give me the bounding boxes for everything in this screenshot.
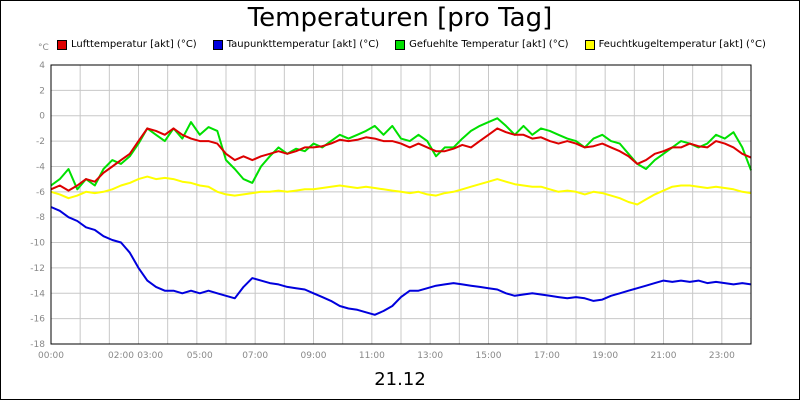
y-tick-label: -16 — [30, 315, 45, 325]
x-tick-label: 19:00 — [592, 351, 618, 361]
x-tick-label: 00:00 — [38, 351, 64, 361]
x-axis-ticks: 00:00 02:00 03:00 05:00 07:00 09:00 11:00 13:00… — [38, 351, 735, 361]
y-tick-label: -6 — [36, 188, 45, 198]
y-tick-label: -12 — [30, 264, 45, 274]
legend-label-feuchtkugeltemperatur: Feuchtkugeltemperatur [akt] (°C) — [598, 39, 766, 50]
legend-label-lufttemperatur: Lufttemperatur [akt] (°C) — [71, 39, 197, 50]
y-axis-ticks: -18 -16 -14 -12 -10 -8 -6 -4 -2 0 2 4 — [30, 61, 45, 350]
x-axis-date-label: 21.12 — [374, 369, 426, 390]
x-tick-label: 02:00 — [108, 351, 134, 361]
legend-item-feuchtkugeltemperatur: Feuchtkugeltemperatur [akt] (°C) — [584, 39, 766, 50]
y-tick-label: 2 — [39, 86, 45, 96]
legend-swatch-taupunkttemperatur — [212, 39, 223, 50]
y-tick-label: -18 — [30, 340, 45, 350]
y-tick-label: -8 — [36, 213, 45, 223]
series-line-1 — [50, 127, 752, 192]
x-tick-label: 23:00 — [709, 351, 735, 361]
x-tick-label: 09:00 — [301, 351, 327, 361]
grid — [50, 64, 752, 345]
y-tick-label: -10 — [30, 239, 45, 249]
x-tick-label: 11:00 — [359, 351, 385, 361]
x-tick-label: 13:00 — [417, 351, 443, 361]
y-tick-label: 4 — [39, 61, 45, 71]
y-tick-label: -4 — [36, 162, 45, 172]
legend: Lufttemperatur [akt] (°C) Taupunkttemper… — [57, 39, 766, 50]
legend-label-taupunkttemperatur: Taupunkttemperatur [akt] (°C) — [226, 39, 380, 50]
series-lines — [50, 117, 752, 316]
legend-swatch-lufttemperatur — [57, 39, 67, 50]
x-tick-label: 03:00 — [137, 351, 163, 361]
legend-swatch-gefuehlte-temperatur — [395, 39, 406, 50]
x-tick-label: 07:00 — [242, 351, 268, 361]
legend-label-gefuehlte-temperatur: Gefuehlte Temperatur [akt] (°C) — [409, 39, 569, 50]
y-tick-label: 0 — [39, 112, 45, 122]
x-tick-label: 17:00 — [534, 351, 560, 361]
y-tick-label: -2 — [36, 137, 45, 147]
chart-title: Temperaturen [pro Tag] — [247, 3, 553, 33]
legend-item-taupunkttemperatur: Taupunkttemperatur [akt] (°C) — [212, 39, 380, 50]
x-tick-label: 21:00 — [651, 351, 677, 361]
legend-swatch-feuchtkugeltemperatur — [584, 39, 595, 50]
legend-item-gefuehlte-temperatur: Gefuehlte Temperatur [akt] (°C) — [395, 39, 569, 50]
series-line-3 — [50, 206, 752, 316]
y-tick-label: -14 — [30, 289, 45, 299]
y-axis-unit: °C — [38, 43, 49, 53]
series-line-2 — [50, 175, 752, 206]
legend-item-lufttemperatur: Lufttemperatur [akt] (°C) — [57, 39, 197, 50]
plot-border — [50, 64, 752, 345]
x-tick-label: 15:00 — [476, 351, 502, 361]
x-tick-label: 05:00 — [187, 351, 213, 361]
